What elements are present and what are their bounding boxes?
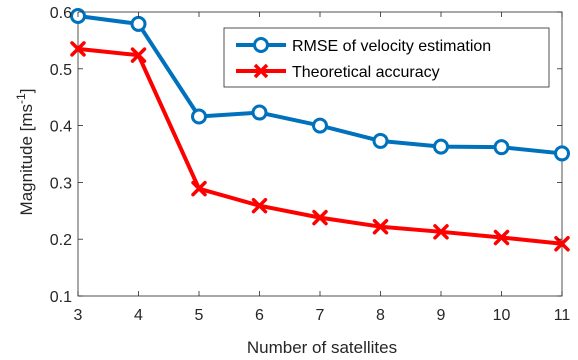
y-axis: 0.1 0.2 0.3 0.4 0.5 0.6 — [50, 5, 562, 306]
data-point — [493, 139, 510, 156]
x-tick-label: 9 — [437, 307, 446, 324]
data-point — [433, 138, 449, 155]
legend-marker-theoretical — [253, 63, 269, 79]
y-axis-label-tail: ] — [17, 89, 36, 94]
data-point — [251, 104, 268, 121]
legend: RMSE of velocity estimation Theoretical … — [223, 27, 550, 88]
legend-label-theoretical: Theoretical accuracy — [292, 64, 440, 81]
x-tick-label: 4 — [134, 307, 143, 324]
y-axis-label-text: Magnitude [ms — [17, 104, 36, 216]
data-point — [372, 132, 389, 149]
y-tick-label: 0.5 — [50, 62, 72, 79]
x-tick-label: 11 — [554, 307, 571, 324]
data-point — [554, 145, 570, 162]
x-axis: 3 4 5 6 7 8 9 10 11 — [74, 12, 571, 324]
data-point — [130, 15, 147, 32]
series-theoretical — [70, 41, 570, 252]
data-point — [554, 235, 570, 252]
data-point — [191, 180, 207, 197]
legend-label-rmse: RMSE of velocity estimation — [292, 38, 491, 55]
data-point — [312, 209, 328, 226]
y-tick-label: 0.2 — [50, 232, 72, 249]
data-point — [312, 117, 328, 134]
series-layer — [70, 7, 570, 252]
y-tick-label: 0.3 — [50, 175, 72, 192]
x-tick-label: 5 — [195, 307, 204, 324]
x-tick-label: 10 — [493, 307, 511, 324]
y-tick-label: 0.6 — [50, 5, 72, 22]
data-point — [372, 218, 389, 235]
x-tick-label: 6 — [255, 307, 264, 324]
y-tick-label: 0.4 — [50, 119, 72, 136]
data-point — [493, 229, 510, 246]
data-point — [433, 224, 449, 240]
x-tick-label: 8 — [376, 307, 385, 324]
y-axis-label-superscript: -1 — [14, 93, 28, 104]
y-tick-label: 0.1 — [50, 289, 72, 306]
data-point — [130, 47, 147, 63]
data-point — [251, 197, 268, 214]
x-tick-label: 3 — [74, 307, 83, 324]
y-axis-label: Magnitude [ms-1] — [14, 89, 36, 216]
x-axis-label: Number of satellites — [247, 338, 397, 357]
legend-box — [223, 27, 550, 88]
legend-marker-rmse — [253, 37, 269, 53]
data-point — [70, 41, 86, 57]
series-rmse — [70, 7, 570, 162]
data-point — [191, 108, 207, 125]
x-tick-label: 7 — [316, 307, 325, 324]
